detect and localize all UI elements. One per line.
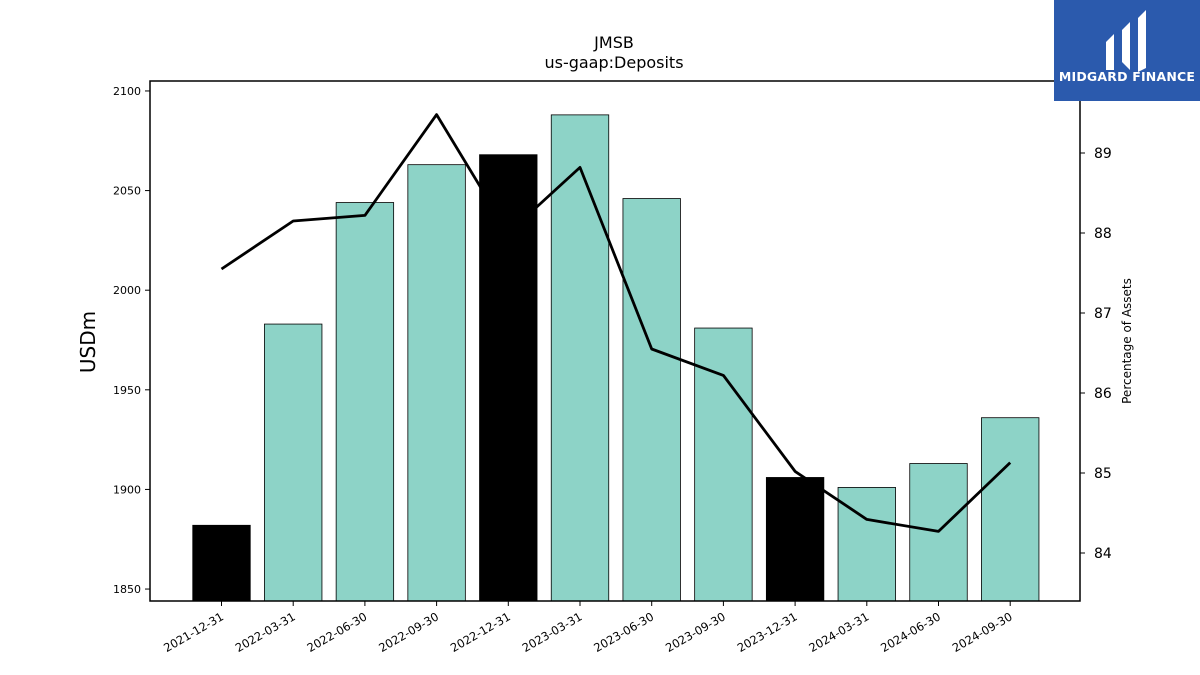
bar-2022-12-31 bbox=[479, 154, 538, 602]
bar-2022-03-31 bbox=[264, 323, 323, 602]
logo-mark-icon bbox=[1106, 10, 1146, 72]
bar-2023-03-31 bbox=[550, 114, 610, 602]
bar-2023-06-30 bbox=[622, 198, 681, 602]
y2-tick-label-89: 89 bbox=[1094, 146, 1112, 162]
x-tick-label-2024-06-30: 2024-06-30 bbox=[878, 609, 943, 655]
percentage-line bbox=[220, 113, 1012, 533]
x-tick-label-2023-09-30: 2023-09-30 bbox=[663, 609, 728, 655]
y-tick-label-2050: 2050 bbox=[113, 185, 141, 198]
logo-text: MIDGARD FINANCE bbox=[1058, 69, 1196, 84]
plot-frame bbox=[149, 80, 1081, 602]
bar-2023-12-31 bbox=[765, 477, 825, 602]
x-tick-label-2021-12-31: 2021-12-31 bbox=[161, 609, 226, 655]
x-tick-label-2023-06-30: 2023-06-30 bbox=[591, 609, 656, 655]
bar-2024-09-30 bbox=[981, 417, 1040, 602]
x-tick-label-2024-03-31: 2024-03-31 bbox=[806, 609, 871, 655]
x-tick-label-2022-09-30: 2022-09-30 bbox=[376, 609, 441, 655]
bar-2023-09-30 bbox=[694, 327, 753, 602]
y2-tick-label-87: 87 bbox=[1094, 306, 1112, 322]
bar-2021-12-31 bbox=[192, 524, 251, 602]
chart-subtitle: us-gaap:Deposits bbox=[544, 53, 683, 72]
y2-tick-label-86: 86 bbox=[1094, 386, 1112, 402]
y-tick-label-1850: 1850 bbox=[113, 583, 141, 596]
y2-axis-label: Percentage of Assets bbox=[1120, 278, 1134, 404]
bar-group bbox=[192, 114, 1040, 602]
y-tick-label-2100: 2100 bbox=[113, 85, 141, 98]
x-tick-label-2022-06-30: 2022-06-30 bbox=[305, 609, 370, 655]
bar-2022-09-30 bbox=[407, 164, 466, 602]
x-tick-label-2023-03-31: 2023-03-31 bbox=[520, 609, 585, 655]
y2-tick-label-85: 85 bbox=[1094, 466, 1112, 482]
midgard-finance-logo: MIDGARD FINANCE bbox=[1054, 0, 1200, 101]
y2-tick-label-88: 88 bbox=[1094, 226, 1112, 242]
bar-2022-06-30 bbox=[335, 202, 395, 602]
x-tick-label-2024-09-30: 2024-09-30 bbox=[950, 609, 1015, 655]
x-tick-label-2022-03-31: 2022-03-31 bbox=[233, 609, 298, 655]
y-tick-label-2000: 2000 bbox=[113, 284, 141, 297]
chart-title: JMSB bbox=[593, 33, 634, 52]
y-axis-label: USDm bbox=[76, 311, 100, 373]
y2-tick-label-84: 84 bbox=[1094, 546, 1112, 562]
x-tick-label-2023-12-31: 2023-12-31 bbox=[735, 609, 800, 655]
x-tick-label-2022-12-31: 2022-12-31 bbox=[448, 609, 513, 655]
y-tick-label-1950: 1950 bbox=[113, 384, 141, 397]
y-tick-label-1900: 1900 bbox=[113, 483, 141, 496]
line-group bbox=[220, 113, 1012, 533]
